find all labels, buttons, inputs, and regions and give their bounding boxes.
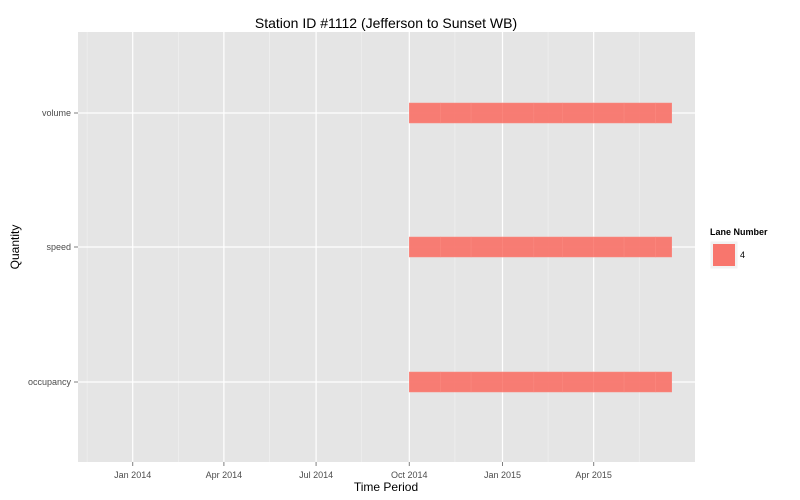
bar-segment-occupancy	[470, 371, 503, 393]
bar-segment-volume	[470, 102, 503, 124]
bar-segment-volume	[655, 102, 672, 124]
x-tick-label: Jan 2014	[114, 470, 151, 480]
bar-segment-volume	[440, 102, 472, 124]
y-tick-label-speed: speed	[46, 242, 71, 252]
bar-segment-occupancy	[502, 371, 535, 393]
bar-segment-speed	[655, 236, 672, 258]
bar-segment-speed	[440, 236, 472, 258]
bar-segment-volume	[623, 102, 656, 124]
x-tick-label: Jan 2015	[484, 470, 521, 480]
bar-segment-speed	[533, 236, 563, 258]
bar-segment-volume	[533, 102, 563, 124]
bar-segment-volume	[502, 102, 535, 124]
x-tick-label: Oct 2014	[391, 470, 428, 480]
bar-segment-speed	[409, 236, 441, 258]
legend-title: Lane Number	[710, 227, 768, 237]
bar-segment-speed	[562, 236, 594, 258]
bar-segment-speed	[502, 236, 535, 258]
legend-swatch	[713, 244, 735, 266]
x-axis-title: Time Period	[354, 480, 418, 494]
x-tick-label: Apr 2014	[206, 470, 243, 480]
legend: Lane Number 4	[709, 227, 768, 270]
bar-segment-volume	[593, 102, 625, 124]
bar-segment-occupancy	[440, 371, 472, 393]
bar-segments	[409, 102, 672, 393]
bar-segment-occupancy	[562, 371, 594, 393]
bar-segment-occupancy	[593, 371, 625, 393]
x-tick-label: Jul 2014	[299, 470, 333, 480]
y-axis-title: Quantity	[8, 225, 22, 270]
bar-segment-occupancy	[533, 371, 563, 393]
bar-segment-speed	[593, 236, 625, 258]
y-axis: volume speed occupancy	[28, 108, 78, 387]
x-axis: Jan 2014 Apr 2014 Jul 2014 Oct 2014 Jan 2015…	[114, 462, 612, 480]
x-tick-label: Apr 2015	[575, 470, 612, 480]
bar-segment-speed	[470, 236, 503, 258]
chart-title: Station ID #1112 (Jefferson to Sunset WB…	[255, 15, 517, 31]
bar-segment-occupancy	[409, 371, 441, 393]
bar-segment-occupancy	[655, 371, 672, 393]
y-tick-label-volume: volume	[42, 108, 71, 118]
bar-segment-speed	[623, 236, 656, 258]
y-tick-label-occupancy: occupancy	[28, 377, 72, 387]
bar-segment-occupancy	[623, 371, 656, 393]
bar-segment-volume	[409, 102, 441, 124]
legend-label: 4	[740, 250, 745, 260]
bar-segment-volume	[562, 102, 594, 124]
